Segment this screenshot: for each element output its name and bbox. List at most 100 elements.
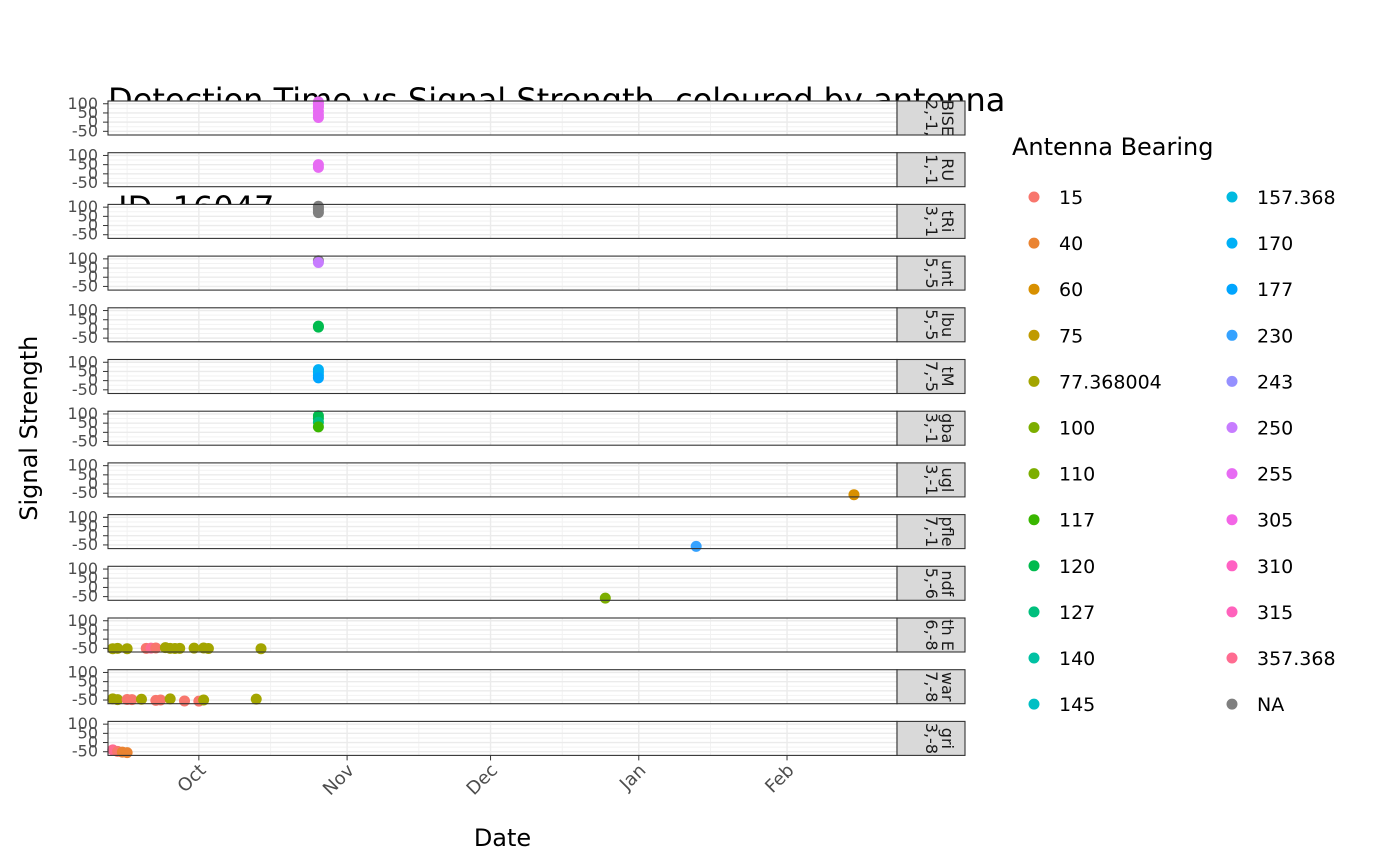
y-tick-label: 0 [88, 629, 98, 648]
facet-strip-label: ndf5,-6 [922, 568, 957, 599]
data-point [121, 747, 133, 759]
legend-key [1226, 375, 1238, 387]
data-point [112, 694, 124, 706]
legend-label: 145 [1059, 694, 1095, 716]
legend-label: 230 [1257, 325, 1293, 347]
y-tick-label: -50 [72, 638, 98, 657]
data-point [848, 489, 860, 501]
x-axis-title: Date [474, 824, 531, 852]
data-point [312, 321, 324, 333]
facet-strip-8 [896, 462, 966, 498]
legend-label: 75 [1059, 325, 1083, 347]
legend-label: 315 [1257, 602, 1293, 624]
data-point [312, 372, 324, 384]
legend-key [1226, 237, 1238, 249]
legend-key [1226, 329, 1238, 341]
y-tick-label: 100 [67, 145, 98, 164]
y-tick-label: -50 [72, 380, 98, 399]
x-tick-label: Feb [761, 760, 798, 797]
legend-label: 157.368 [1257, 187, 1336, 209]
facet-strip-label: gri3,-8 [922, 723, 957, 754]
data-point [312, 161, 324, 173]
facet-strip-5 [896, 307, 966, 343]
legend-label: 170 [1257, 233, 1293, 255]
data-point [599, 592, 611, 604]
legend-label: 357.368 [1257, 648, 1336, 670]
y-tick-label: 50 [78, 672, 98, 691]
x-tick-label: Dec [463, 760, 502, 799]
legend-key [1028, 283, 1040, 295]
facet-strip-7 [896, 410, 966, 446]
y-tick-label: 100 [67, 94, 98, 113]
y-tick-label: 0 [88, 422, 98, 441]
x-tick-label: Nov [319, 760, 359, 800]
y-axis-title: Signal Strength [15, 336, 43, 521]
facet-strip-label: war7,-8 [922, 671, 957, 702]
legend-key [1028, 698, 1040, 710]
legend-label: 177 [1257, 279, 1293, 301]
y-tick-label: 100 [67, 456, 98, 475]
legend-key [1226, 283, 1238, 295]
y-tick-label: 0 [88, 216, 98, 235]
y-tick-label: -50 [72, 121, 98, 140]
y-tick-label: -50 [72, 690, 98, 709]
y-tick-label: 100 [67, 352, 98, 371]
legend-label: 15 [1059, 187, 1083, 209]
data-point [126, 694, 138, 706]
y-tick-label: 100 [67, 559, 98, 578]
y-tick-label: 100 [67, 301, 98, 320]
facet-strip-2 [896, 152, 966, 188]
data-point [312, 257, 324, 269]
y-tick-label: 100 [67, 662, 98, 681]
legend-key [1028, 237, 1040, 249]
y-tick-label: 50 [78, 155, 98, 174]
legend-label: 255 [1257, 464, 1293, 486]
y-tick-label: 50 [78, 517, 98, 536]
legend-key [1028, 422, 1040, 433]
facet-strip-label: th E6,-8 [922, 619, 957, 651]
y-tick-label: 100 [67, 197, 98, 216]
legend-label: 140 [1059, 648, 1095, 670]
data-point [255, 643, 267, 655]
legend-key [1028, 652, 1040, 664]
x-tick-label: Jan [615, 760, 650, 795]
y-tick-label: -50 [72, 483, 98, 502]
legend-key [1028, 191, 1040, 203]
data-point [164, 693, 176, 705]
y-tick-label: -50 [72, 587, 98, 606]
legend-label: 40 [1059, 233, 1083, 255]
y-tick-label: -50 [72, 432, 98, 451]
data-point [312, 112, 324, 124]
y-tick-label: 50 [78, 465, 98, 484]
facet-strip-9 [896, 514, 966, 550]
y-tick-label: 100 [67, 714, 98, 733]
y-tick-label: 0 [88, 474, 98, 493]
y-tick-label: 0 [88, 267, 98, 286]
data-point [250, 693, 262, 705]
legend-key [1226, 468, 1238, 480]
legend-key [1028, 514, 1040, 526]
legend-label: 127 [1059, 602, 1095, 624]
facet-strip-6 [896, 358, 966, 395]
y-tick-label: 100 [67, 249, 98, 268]
y-tick-label: 0 [88, 319, 98, 338]
data-point [202, 643, 214, 655]
facet-strip-label: ugl3,-1 [922, 464, 957, 495]
y-tick-label: 50 [78, 310, 98, 329]
facet-strip-label: lbu5,-5 [922, 309, 957, 340]
y-tick-label: 0 [88, 681, 98, 700]
y-tick-label: 50 [78, 620, 98, 639]
legend-key [1028, 560, 1040, 572]
legend-title: Antenna Bearing [1012, 133, 1213, 161]
y-tick-label: 50 [78, 206, 98, 225]
data-point [690, 540, 702, 552]
facet-strip-3 [896, 203, 966, 239]
legend-key [1226, 422, 1238, 433]
legend-label: 310 [1257, 556, 1293, 578]
y-tick-label: 50 [78, 103, 98, 122]
data-point [188, 642, 200, 654]
y-tick-label: 100 [67, 404, 98, 423]
data-point [198, 694, 210, 706]
y-tick-label: -50 [72, 328, 98, 347]
